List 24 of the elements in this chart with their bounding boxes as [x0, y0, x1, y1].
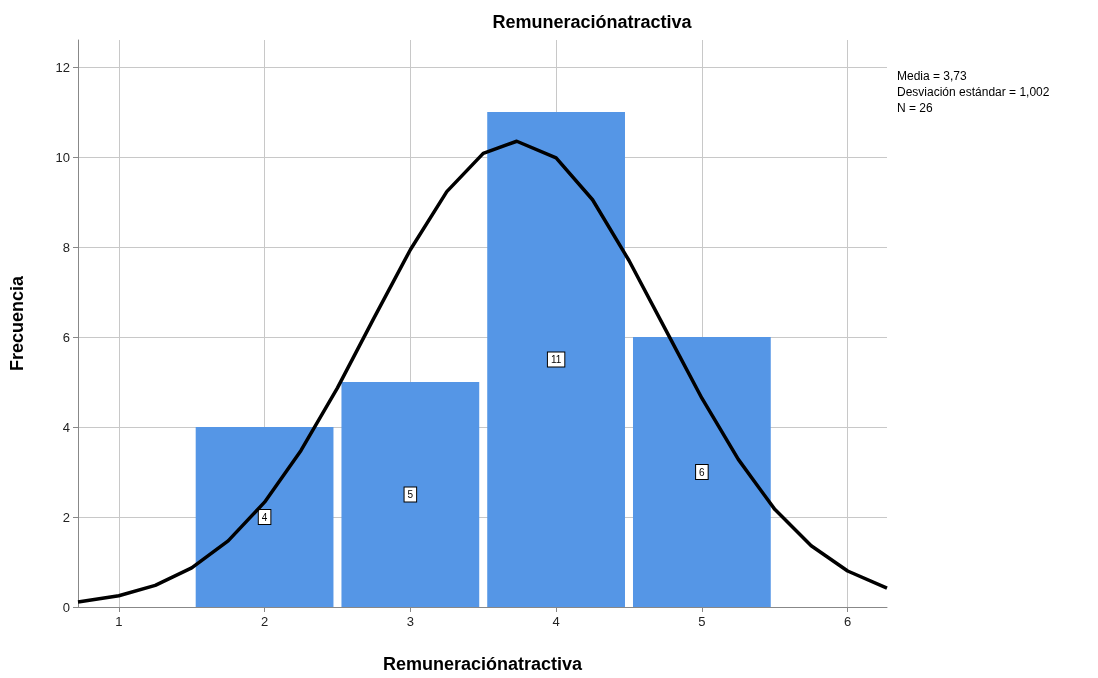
x-tick-label: 6 [844, 614, 852, 629]
y-axis-title: Frecuencia [7, 274, 27, 372]
y-tick-label: 2 [62, 509, 70, 525]
y-tick-label: 12 [55, 59, 70, 75]
text: Desviación estándar = 1,002 [897, 85, 1050, 99]
chart-title: Remuneraciónatractiva [492, 12, 693, 32]
x-axis-title: Remuneraciónatractiva [382, 654, 584, 674]
y-tick-label: 4 [62, 419, 70, 435]
y-tick-label: 6 [62, 329, 70, 345]
x-tick-label: 1 [115, 614, 123, 629]
data-label: 5 [407, 489, 414, 500]
y-tick-label: 0 [62, 599, 70, 615]
line-series [76, 139, 889, 604]
x-tick-label: 3 [406, 614, 414, 629]
x-tick-label: 4 [552, 614, 560, 629]
x-tick-label: 2 [260, 614, 269, 629]
x-tick-label: 5 [698, 614, 706, 629]
y-tick-label: 8 [62, 239, 70, 255]
data-label: 11 [550, 354, 562, 365]
y-tick-label: 10 [55, 149, 70, 165]
data-label: 4 [261, 511, 268, 523]
text: N = 26 [897, 101, 934, 115]
text: Media = 3,73 [897, 69, 968, 83]
data-label: 6 [699, 466, 706, 478]
